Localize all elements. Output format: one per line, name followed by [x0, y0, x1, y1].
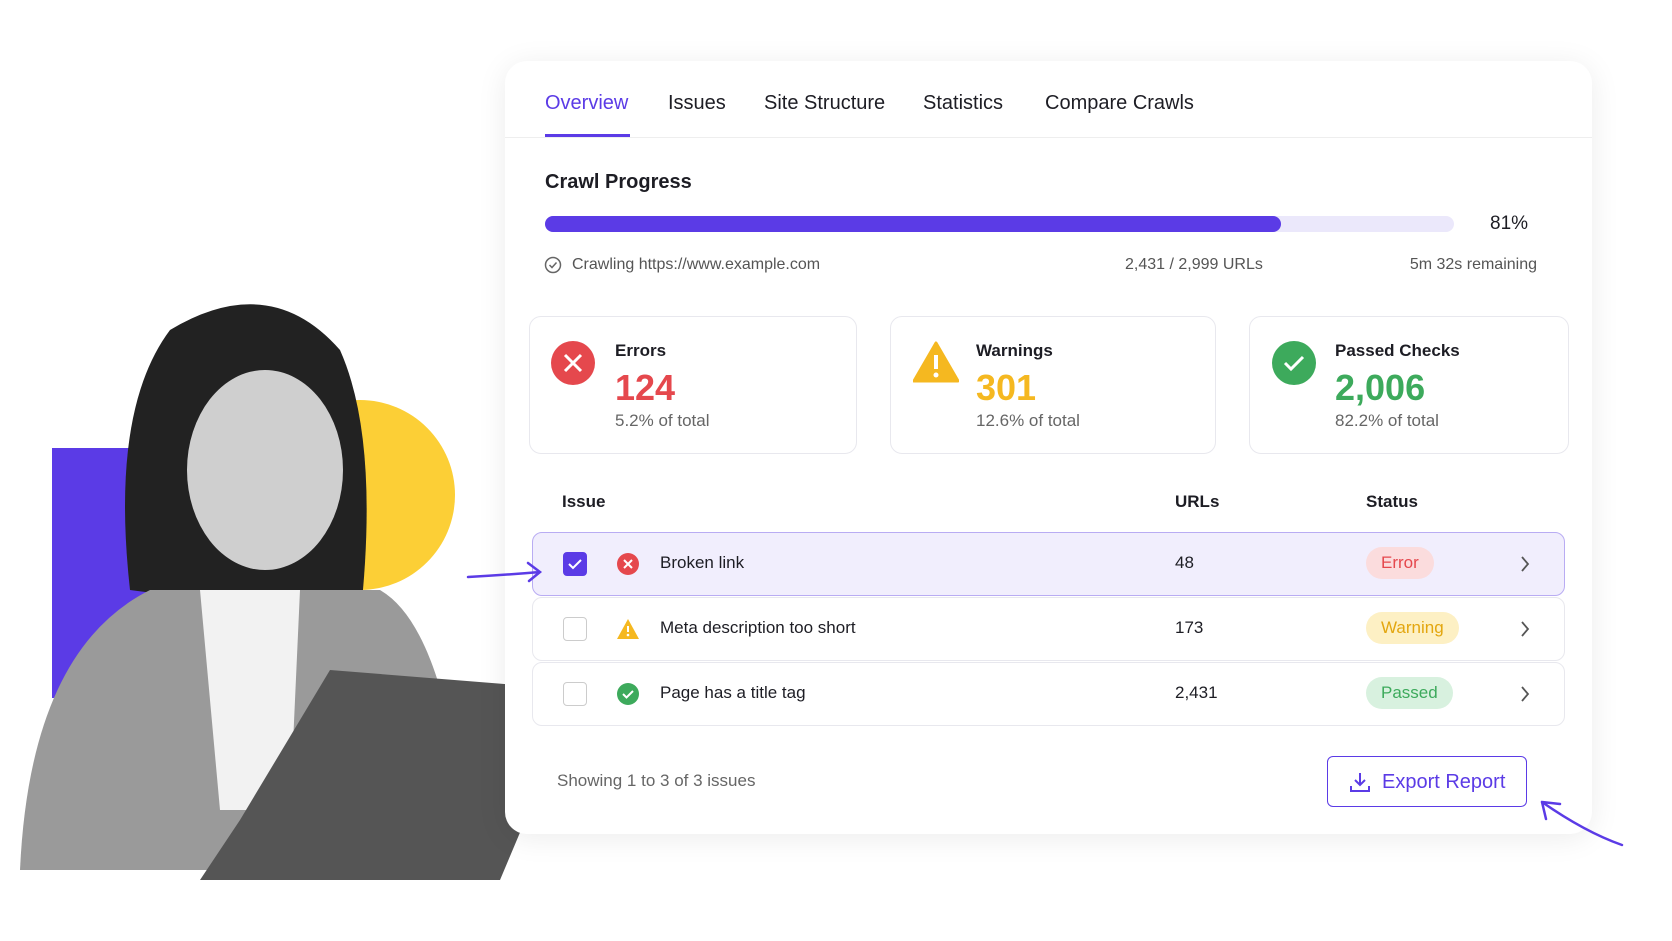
issue-name: Meta description too short [660, 618, 856, 637]
status-badge: Error [1366, 547, 1434, 579]
card-value: 2,006 [1335, 367, 1426, 408]
url-count: 2,431 / 2,999 URLs [1125, 256, 1263, 273]
status-text: Crawling https://www.example.com [572, 256, 821, 273]
tab[interactable]: Issues [668, 92, 726, 114]
column-header: Issue [562, 492, 606, 511]
download-icon [1350, 773, 1370, 792]
tab[interactable]: Site Structure [764, 92, 886, 114]
card: Passed Checks 2,006 82.2% of total [1249, 316, 1569, 454]
card-title: Passed Checks [1335, 341, 1460, 360]
card: Warnings 301 12.6% of total [890, 316, 1216, 454]
progress-percent: 81% [1490, 213, 1529, 234]
passed-icon [617, 683, 639, 705]
passed-icon [1272, 341, 1316, 385]
progress-track [545, 216, 1454, 232]
tab[interactable]: Compare Crawls [1045, 92, 1194, 114]
photo [20, 304, 560, 880]
table-row[interactable]: Page has a title tag 2,431 Passed [532, 662, 1565, 726]
table-row[interactable]: Broken link 48 Error [532, 532, 1565, 596]
check-icon [544, 256, 562, 274]
card-note: 5.2% of total [615, 411, 710, 430]
arrow [466, 561, 543, 583]
chevron[interactable] [1518, 555, 1532, 573]
url-count: 48 [1175, 553, 1194, 572]
export-button[interactable]: Export Report [1327, 756, 1527, 807]
tab-underline [545, 134, 630, 137]
error-icon [617, 553, 639, 575]
button-label: Export Report [1382, 771, 1506, 793]
card: Errors 124 5.2% of total [529, 316, 857, 454]
card-value: 301 [976, 367, 1037, 408]
chevron[interactable] [1518, 685, 1532, 703]
issue-name: Broken link [660, 553, 745, 572]
warning-icon [913, 341, 959, 383]
pagination-text: Showing 1 to 3 of 3 issues [557, 771, 756, 790]
card-title: Warnings [976, 341, 1053, 360]
time-remaining: 5m 32s remaining [1409, 256, 1537, 273]
section-title: Crawl Progress [545, 171, 692, 193]
arrow [1540, 800, 1624, 847]
column-header: Status [1366, 492, 1418, 511]
table-row[interactable]: Meta description too short 173 Warning [532, 597, 1565, 661]
progress-fill [545, 216, 1282, 232]
chevron[interactable] [1518, 620, 1532, 638]
checkbox[interactable] [563, 682, 587, 706]
status-badge: Warning [1366, 612, 1459, 644]
tab[interactable]: Overview [545, 92, 629, 114]
column-header: URLs [1175, 492, 1220, 511]
card-value: 124 [615, 367, 676, 408]
divider [505, 137, 1592, 138]
checkbox[interactable] [563, 617, 587, 641]
card-note: 12.6% of total [976, 411, 1080, 430]
url-count: 2,431 [1175, 683, 1218, 702]
issue-name: Page has a title tag [660, 683, 806, 702]
checkbox[interactable] [563, 552, 587, 576]
status-badge: Passed [1366, 677, 1453, 709]
tab[interactable]: Statistics [923, 92, 1004, 114]
warning-icon [617, 619, 639, 639]
card-note: 82.2% of total [1335, 411, 1439, 430]
error-icon [551, 341, 595, 385]
url-count: 173 [1175, 618, 1204, 637]
card-title: Errors [615, 341, 667, 360]
